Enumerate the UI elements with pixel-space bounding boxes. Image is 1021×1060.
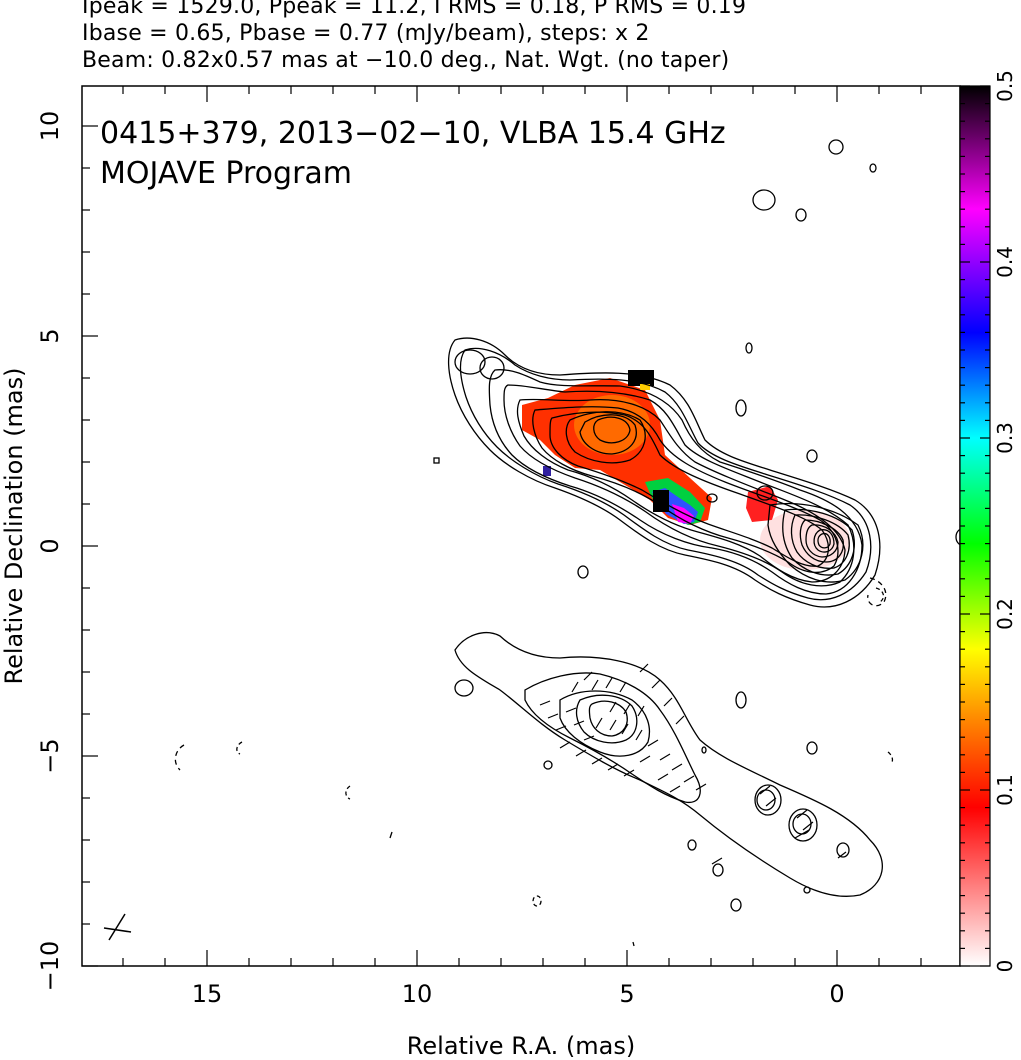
axis-ticks: [82, 86, 922, 967]
y-tick-label: 10: [36, 111, 64, 142]
y-tick-labels: 10 5 0 −5 −10: [36, 111, 64, 992]
colorbar-tick-label: 0.4: [993, 246, 1017, 278]
y-tick-label: −10: [36, 941, 64, 992]
y-tick-label: 5: [36, 328, 64, 343]
x-tick-labels: 15 10 5 0: [192, 980, 845, 1008]
y-tick-label: −5: [36, 738, 64, 773]
y-tick-label: 0: [36, 538, 64, 553]
chart-subtitle: MOJAVE Program: [100, 156, 352, 191]
colorbar-ticks: [960, 85, 990, 967]
header-line-1: Ipeak = 1529.0, Ppeak = 11.2, I RMS = 0.…: [82, 0, 747, 19]
intensity-contours-lower: [174, 632, 894, 947]
intensity-contours-upper: [433, 139, 960, 608]
x-tick-label: 5: [619, 980, 634, 1008]
x-axis-label: Relative R.A. (mas): [407, 1032, 635, 1060]
colorbar-tick-label: 0: [993, 960, 1017, 973]
chart-title: 0415+379, 2013−02−10, VLBA 15.4 GHz: [100, 116, 726, 151]
beam-marker: [103, 913, 132, 941]
colorbar-tick-label: 0.5: [993, 70, 1017, 102]
colorbar-tick-labels: 0 0.1 0.2 0.3 0.4 0.5: [993, 70, 1017, 972]
header-line-2: Ibase = 0.65, Pbase = 0.77 (mJy/beam), s…: [82, 21, 650, 46]
colorbar-tick-label: 0.2: [993, 598, 1017, 630]
header-line-3: Beam: 0.82x0.57 mas at −10.0 deg., Nat. …: [82, 48, 730, 73]
colorbar-tick-label: 0.1: [993, 774, 1017, 806]
x-tick-label: 0: [829, 980, 844, 1008]
x-tick-label: 15: [192, 980, 223, 1008]
y-axis-label: Relative Declination (mas): [0, 367, 28, 684]
x-tick-label: 10: [402, 980, 433, 1008]
polarization-vectors: [539, 663, 847, 865]
colorbar-tick-label: 0.3: [993, 422, 1017, 454]
